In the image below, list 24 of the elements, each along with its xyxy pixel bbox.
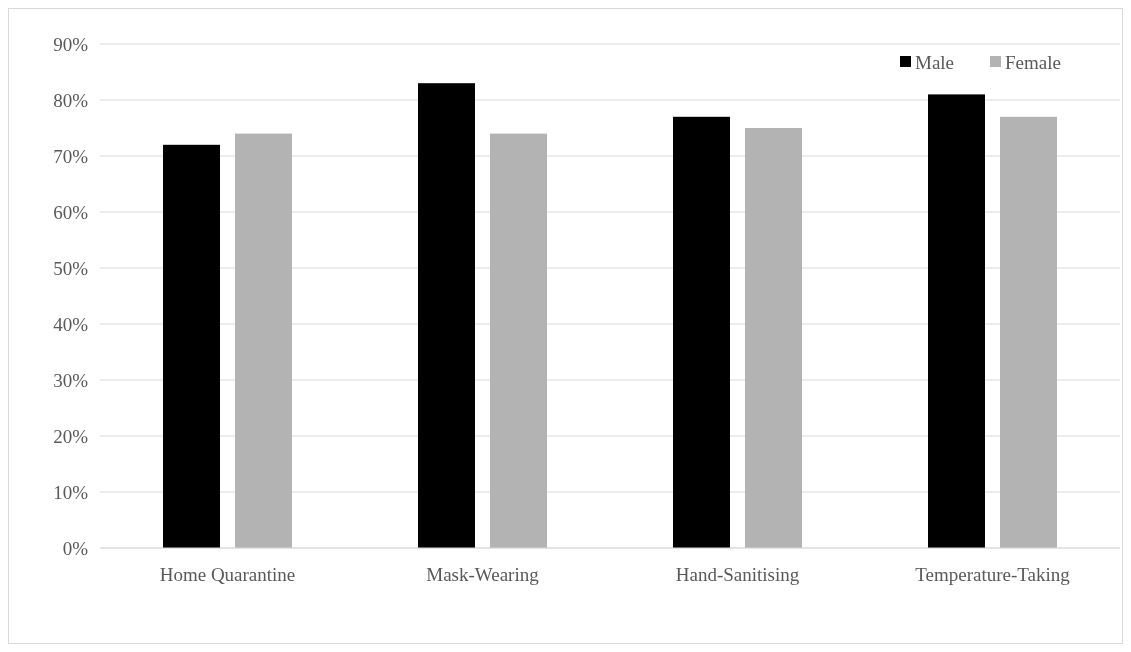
x-tick-label: Mask-Wearing	[426, 564, 540, 585]
bar	[163, 144, 220, 548]
x-tick-label: Home Quarantine	[159, 564, 296, 585]
y-tick-label: 0%	[62, 537, 89, 559]
bar	[490, 133, 547, 548]
bar	[1000, 116, 1057, 548]
y-tick-label: 10%	[53, 481, 89, 503]
y-tick-label: 60%	[53, 201, 89, 223]
bar	[418, 83, 475, 548]
y-tick-label: 90%	[53, 33, 89, 55]
y-tick-label: 20%	[53, 425, 89, 447]
bar	[673, 116, 730, 548]
legend-label: Male	[915, 51, 955, 73]
y-tick-label: 50%	[53, 257, 89, 279]
y-tick-label: 80%	[53, 89, 89, 111]
bar	[928, 94, 985, 548]
y-tick-label: 40%	[53, 313, 89, 335]
bar	[745, 128, 802, 548]
y-tick-label: 70%	[53, 145, 89, 167]
x-tick-label: Temperature-Taking	[915, 564, 1071, 585]
y-tick-label: 30%	[53, 369, 89, 391]
legend-label: Female	[1005, 51, 1061, 73]
bar	[235, 133, 292, 548]
x-tick-label: Hand-Sanitising	[675, 564, 800, 585]
